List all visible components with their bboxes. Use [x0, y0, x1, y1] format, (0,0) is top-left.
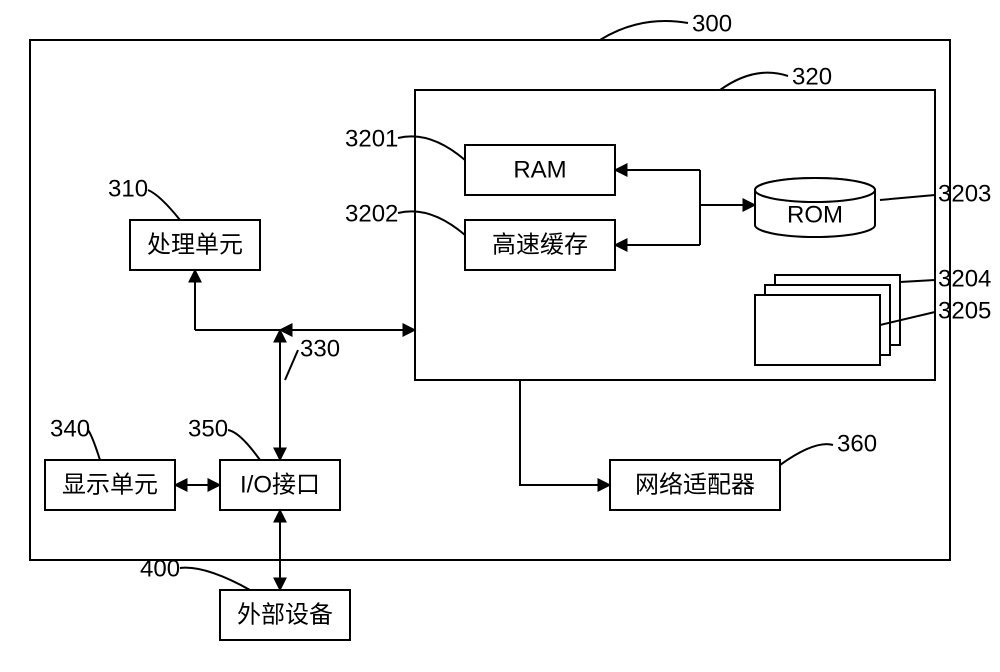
processing-unit-label: 处理单元 [147, 231, 243, 258]
io-interface-block: I/O接口 [220, 460, 340, 510]
ram-block: RAM [465, 145, 615, 195]
cache-label: 高速缓存 [492, 231, 588, 258]
ram-label: RAM [513, 156, 566, 183]
svg-text:3201: 3201 [345, 125, 398, 152]
ref-300: 300 [600, 10, 732, 40]
svg-text:310: 310 [108, 175, 148, 202]
svg-text:3203: 3203 [938, 180, 991, 207]
io-interface-label: I/O接口 [240, 471, 320, 498]
processing-unit-block: 处理单元 [130, 220, 260, 270]
rom-label: ROM [787, 201, 843, 228]
network-adapter-label: 网络适配器 [635, 471, 755, 498]
svg-text:300: 300 [692, 10, 732, 37]
svg-text:340: 340 [50, 415, 90, 442]
svg-text:360: 360 [837, 430, 877, 457]
svg-text:330: 330 [300, 335, 340, 362]
display-unit-block: 显示单元 [45, 460, 175, 510]
display-unit-label: 显示单元 [62, 471, 158, 498]
svg-text:3204: 3204 [938, 265, 991, 292]
svg-text:320: 320 [792, 63, 832, 90]
svg-text:3205: 3205 [938, 297, 991, 324]
network-adapter-block: 网络适配器 [610, 460, 780, 510]
svg-text:3202: 3202 [345, 200, 398, 227]
cache-block: 高速缓存 [465, 220, 615, 270]
system-block-diagram: 处理单元 RAM 高速缓存 ROM 显示单元 I/O接口 网络适配器 外部 [0, 0, 1000, 672]
storage-stack [755, 275, 900, 365]
svg-text:400: 400 [140, 555, 180, 582]
svg-text:350: 350 [188, 415, 228, 442]
external-device-block: 外部设备 [220, 590, 350, 640]
external-device-label: 外部设备 [237, 601, 333, 628]
rom-block: ROM [755, 178, 875, 237]
